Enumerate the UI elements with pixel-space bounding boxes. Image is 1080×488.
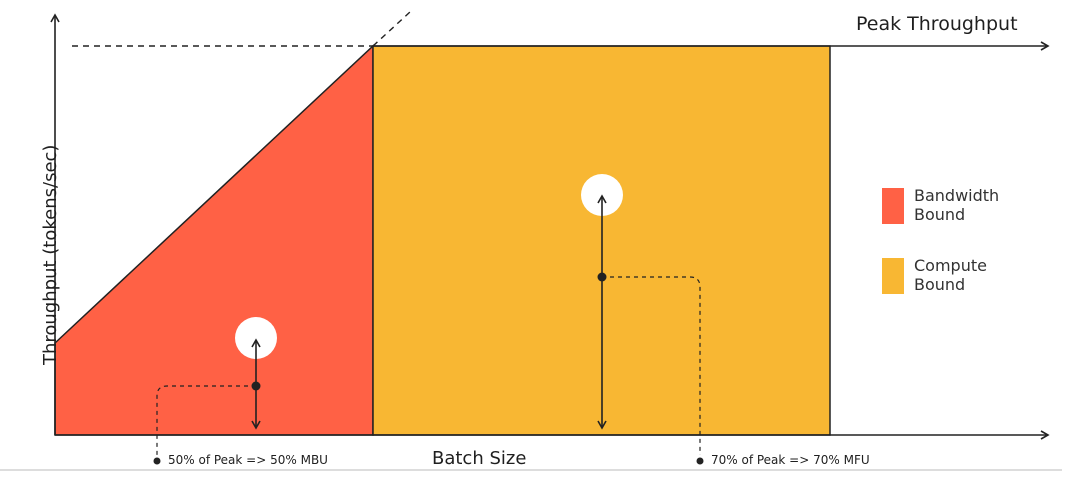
dot bbox=[597, 272, 607, 282]
leader-line bbox=[602, 276, 701, 455]
peak-label: Peak Throughput bbox=[856, 13, 1018, 35]
annotation: 50% of Peak => 50% MBU bbox=[168, 453, 328, 467]
bandwidth-region bbox=[54, 44, 374, 436]
x-axis-label: Batch Size bbox=[432, 448, 527, 469]
legend-label: Compute Bound bbox=[914, 256, 987, 294]
annotation: 70% of Peak => 70% MFU bbox=[711, 453, 870, 467]
dot bbox=[251, 381, 261, 391]
y-axis-label: Throughput (tokens/sec) bbox=[40, 144, 61, 365]
target-circle bbox=[235, 317, 277, 359]
dot bbox=[153, 457, 161, 465]
leader-line bbox=[156, 385, 256, 455]
dot bbox=[696, 457, 704, 465]
legend-label: Bandwidth Bound bbox=[914, 186, 1000, 224]
legend-swatch bbox=[882, 258, 904, 294]
legend-swatch bbox=[882, 188, 904, 224]
slope-dashed bbox=[372, 11, 411, 47]
